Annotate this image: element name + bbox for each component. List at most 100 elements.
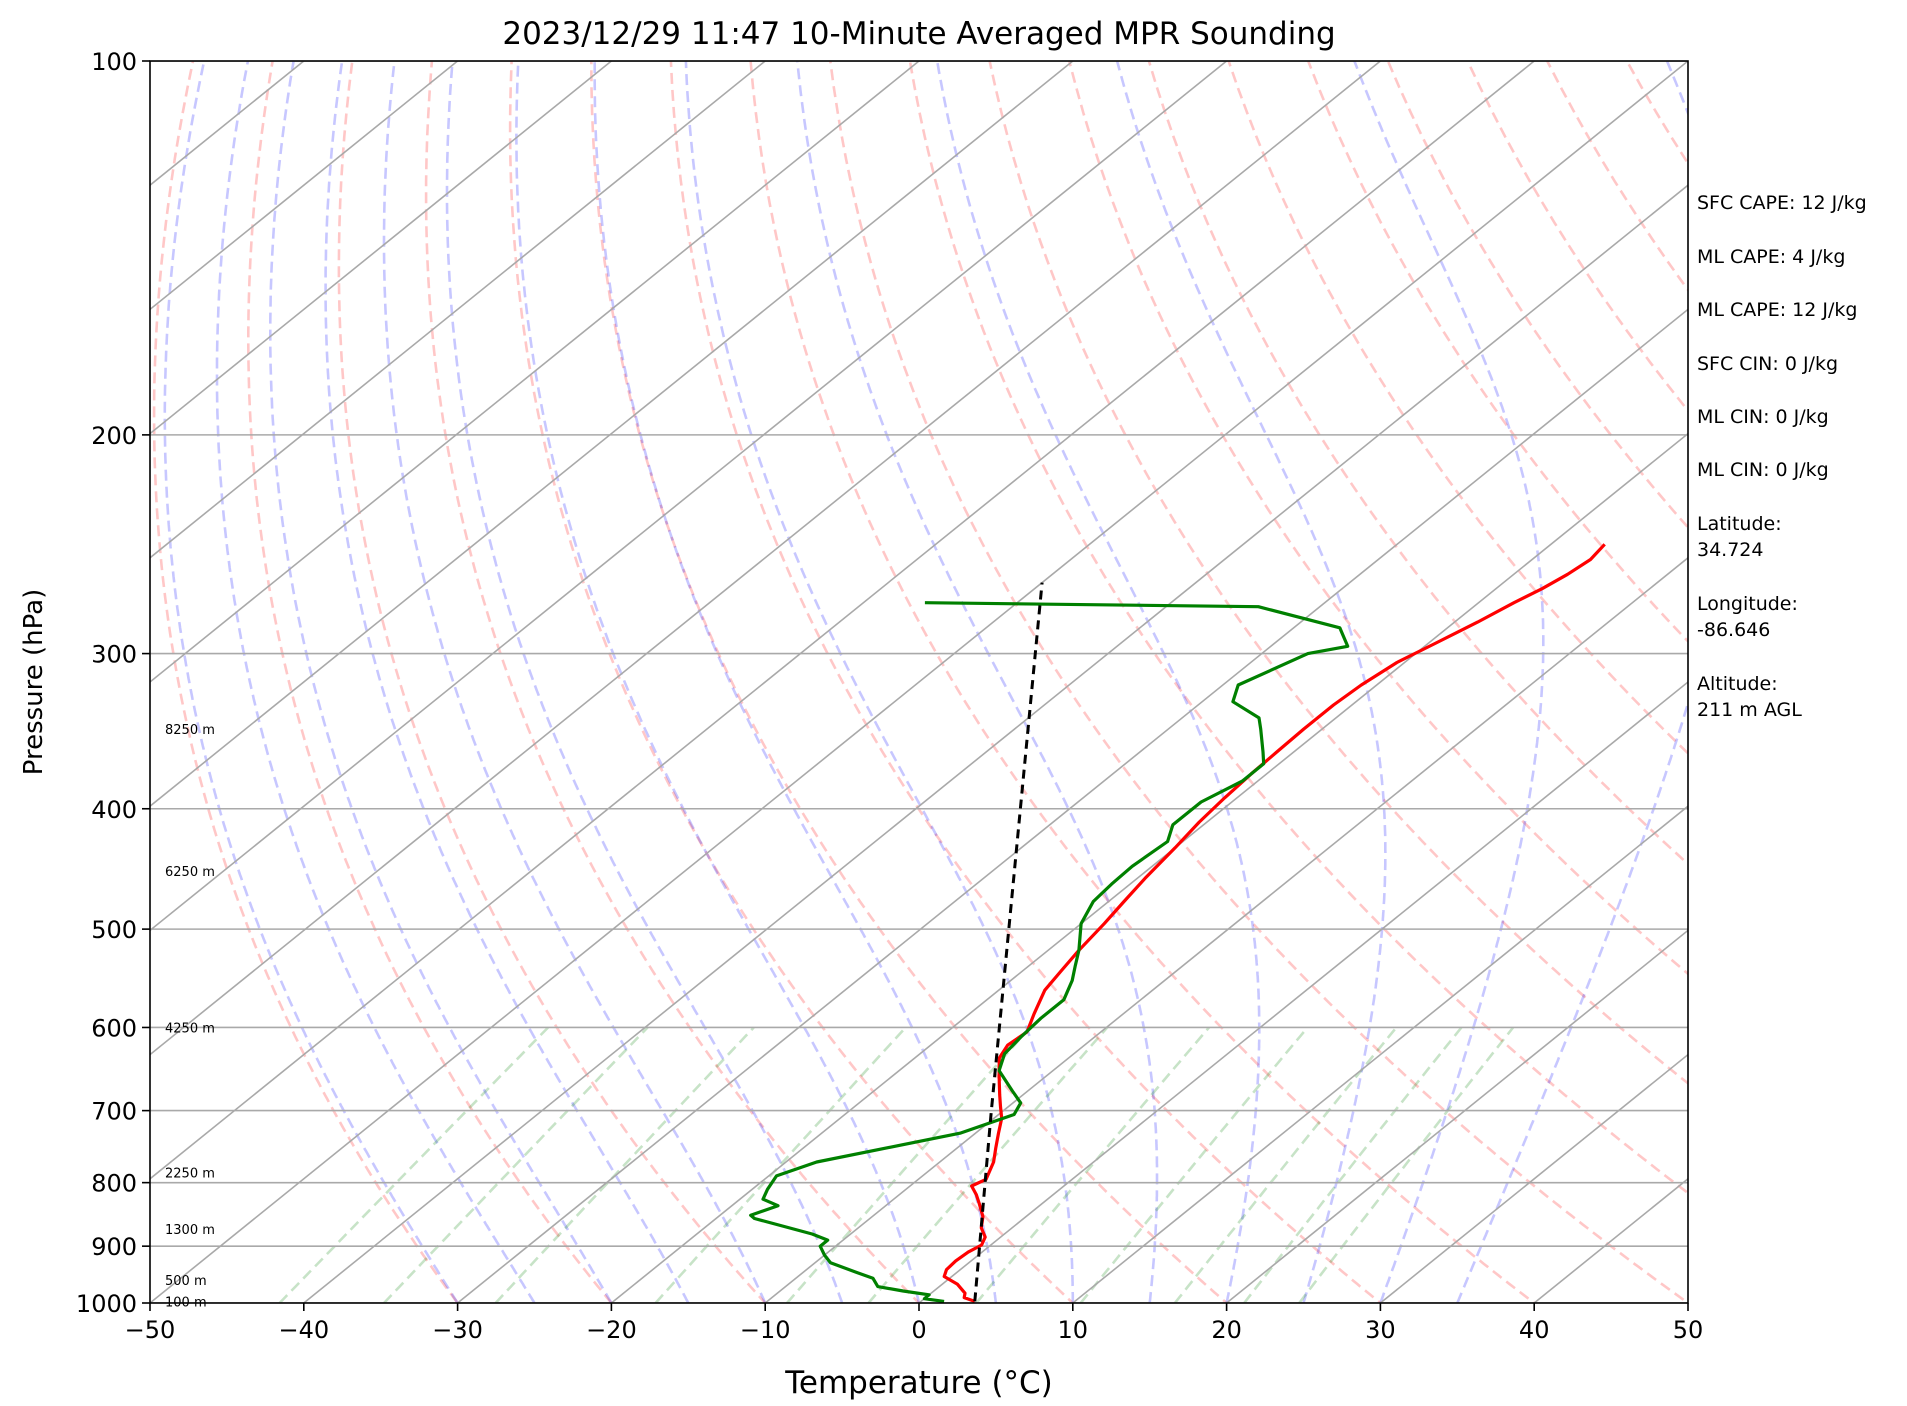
dry-adiabat-line xyxy=(1067,61,1688,976)
moist-adiabat-line xyxy=(163,61,459,1303)
x-tick-label: 20 xyxy=(1211,1316,1242,1344)
ml-cin-text-2: ML CIN: 0 J/kg xyxy=(1697,459,1829,481)
dry-adiabat-line xyxy=(828,61,1688,1303)
ml-cin-text-1: ML CIN: 0 J/kg xyxy=(1697,406,1829,428)
moist-adiabat-line xyxy=(445,61,844,1303)
height-label: 4250 m xyxy=(165,1021,215,1036)
x-tick-label: 10 xyxy=(1058,1316,1089,1344)
dry-adiabat-line xyxy=(152,61,460,1303)
dry-adiabat-line xyxy=(908,61,1688,1195)
isotherm-line xyxy=(150,61,1228,932)
dry-adiabat-line xyxy=(669,61,1383,1303)
height-label: 1300 m xyxy=(165,1223,215,1238)
y-axis-label: Pressure (hPa) xyxy=(19,589,49,776)
y-tick-label: 1000 xyxy=(76,1290,137,1318)
isotherm-line xyxy=(610,432,1688,1303)
y-tick-label: 700 xyxy=(91,1098,137,1126)
mixing-ratio-line xyxy=(1298,1026,1515,1303)
moist-adiabat-line xyxy=(1115,61,1387,1303)
y-tick-label: 400 xyxy=(91,796,137,824)
moist-adiabat-line xyxy=(796,61,1159,1303)
longitude-value: -86.646 xyxy=(1697,619,1771,641)
moist-adiabat-line xyxy=(593,61,998,1303)
mixing-ratio-line xyxy=(383,1026,649,1303)
isotherm-line xyxy=(1379,1053,1688,1303)
moist-adiabat-line xyxy=(215,61,536,1303)
chart-title: 2023/12/29 11:47 10-Minute Averaged MPR … xyxy=(502,16,1335,52)
dry-adiabat-line xyxy=(988,61,1688,1085)
dry-adiabat-line xyxy=(1769,33,1907,1329)
height-label: 2250 m xyxy=(165,1166,215,1181)
x-tick-label: −20 xyxy=(586,1316,637,1344)
dry-adiabat-line xyxy=(749,61,1537,1303)
y-tick-label: 800 xyxy=(91,1170,137,1198)
height-labels: 8250 m 6250 m 4250 m 2250 m 1300 m 500 m 100 m xyxy=(165,723,215,1310)
moist-adiabat-line xyxy=(269,61,613,1303)
y-tick-label: 100 xyxy=(91,48,137,76)
isotherm-line xyxy=(1226,929,1688,1303)
moist-adiabat-line xyxy=(935,61,1261,1303)
sfc-cin-text: SFC CIN: 0 J/kg xyxy=(1697,353,1839,375)
isotherm-line xyxy=(918,680,1688,1303)
temperature-line xyxy=(942,543,1606,1303)
moist-adiabat-line xyxy=(684,61,1075,1303)
isotherm-line xyxy=(150,61,1535,1180)
moist-adiabat-line xyxy=(1456,61,1688,1303)
isotherm-line xyxy=(1072,805,1688,1303)
x-tick-label: −10 xyxy=(740,1316,791,1344)
y-tick-label: 200 xyxy=(91,422,137,450)
mixing-ratio-line xyxy=(1079,1026,1309,1303)
isotherm-line xyxy=(457,308,1688,1303)
x-axis-ticks: −50 −40 −30 −20 −10 0 10 20 30 40 50 xyxy=(125,1303,1704,1344)
altitude-value: 211 m AGL xyxy=(1697,699,1802,721)
ml-cape-text-1: ML CAPE: 4 J/kg xyxy=(1697,246,1846,268)
dry-adiabat-line xyxy=(508,61,1075,1303)
moist-adiabat-line xyxy=(1353,61,1545,1303)
background-lines xyxy=(152,33,1907,1329)
latitude-value: 34.724 xyxy=(1697,539,1764,561)
isotherm-line xyxy=(150,61,920,684)
moist-adiabat-line xyxy=(324,61,690,1303)
isotherm-line xyxy=(764,556,1688,1303)
moist-adiabat-line xyxy=(515,61,921,1303)
mixing-ratio-line xyxy=(975,1026,1210,1303)
data-series xyxy=(749,543,1606,1303)
height-label: 100 m xyxy=(165,1295,207,1310)
dry-adiabat-line xyxy=(1306,61,1688,644)
moist-adiabat-line xyxy=(382,61,767,1303)
y-axis-ticks: 100 200 300 400 500 600 700 800 900 1000 xyxy=(76,48,150,1318)
x-tick-label: −30 xyxy=(432,1316,483,1344)
dry-adiabat-line xyxy=(1848,33,1907,1329)
isotherm-line xyxy=(150,61,459,311)
y-tick-label: 300 xyxy=(91,641,137,669)
ml-cape-text-2: ML CAPE: 12 J/kg xyxy=(1697,299,1858,321)
dewpoint-line xyxy=(749,601,1350,1303)
y-tick-label: 900 xyxy=(91,1233,137,1261)
mixing-ratio-line xyxy=(278,1026,550,1303)
x-tick-label: 50 xyxy=(1673,1316,1704,1344)
altitude-label: Altitude: xyxy=(1697,673,1778,695)
latitude-label: Latitude: xyxy=(1697,513,1782,535)
x-tick-label: 40 xyxy=(1519,1316,1550,1344)
height-label: 6250 m xyxy=(165,865,215,880)
dry-adiabat-line xyxy=(247,61,614,1303)
x-axis-label: Temperature (°C) xyxy=(784,1365,1053,1401)
longitude-label: Longitude: xyxy=(1697,593,1798,615)
dry-adiabat-line xyxy=(589,61,1229,1303)
mixing-ratio-line xyxy=(1243,1026,1463,1303)
dry-adiabat-line xyxy=(424,61,921,1303)
dry-adiabat-line xyxy=(1147,61,1688,866)
isotherm-line xyxy=(150,61,1381,1056)
pressure-gridlines xyxy=(150,61,1688,1303)
x-tick-label: −40 xyxy=(278,1316,329,1344)
y-tick-label: 600 xyxy=(91,1014,137,1042)
isotherm-line xyxy=(150,61,766,559)
dry-adiabat-line xyxy=(337,61,767,1303)
x-tick-label: −50 xyxy=(125,1316,176,1344)
sfc-cape-text: SFC CAPE: 12 J/kg xyxy=(1697,192,1867,214)
parcel-line xyxy=(973,582,1044,1302)
dry-adiabat-line xyxy=(1386,61,1688,530)
dry-adiabat-line xyxy=(1466,61,1688,413)
isotherm-line xyxy=(150,61,612,435)
